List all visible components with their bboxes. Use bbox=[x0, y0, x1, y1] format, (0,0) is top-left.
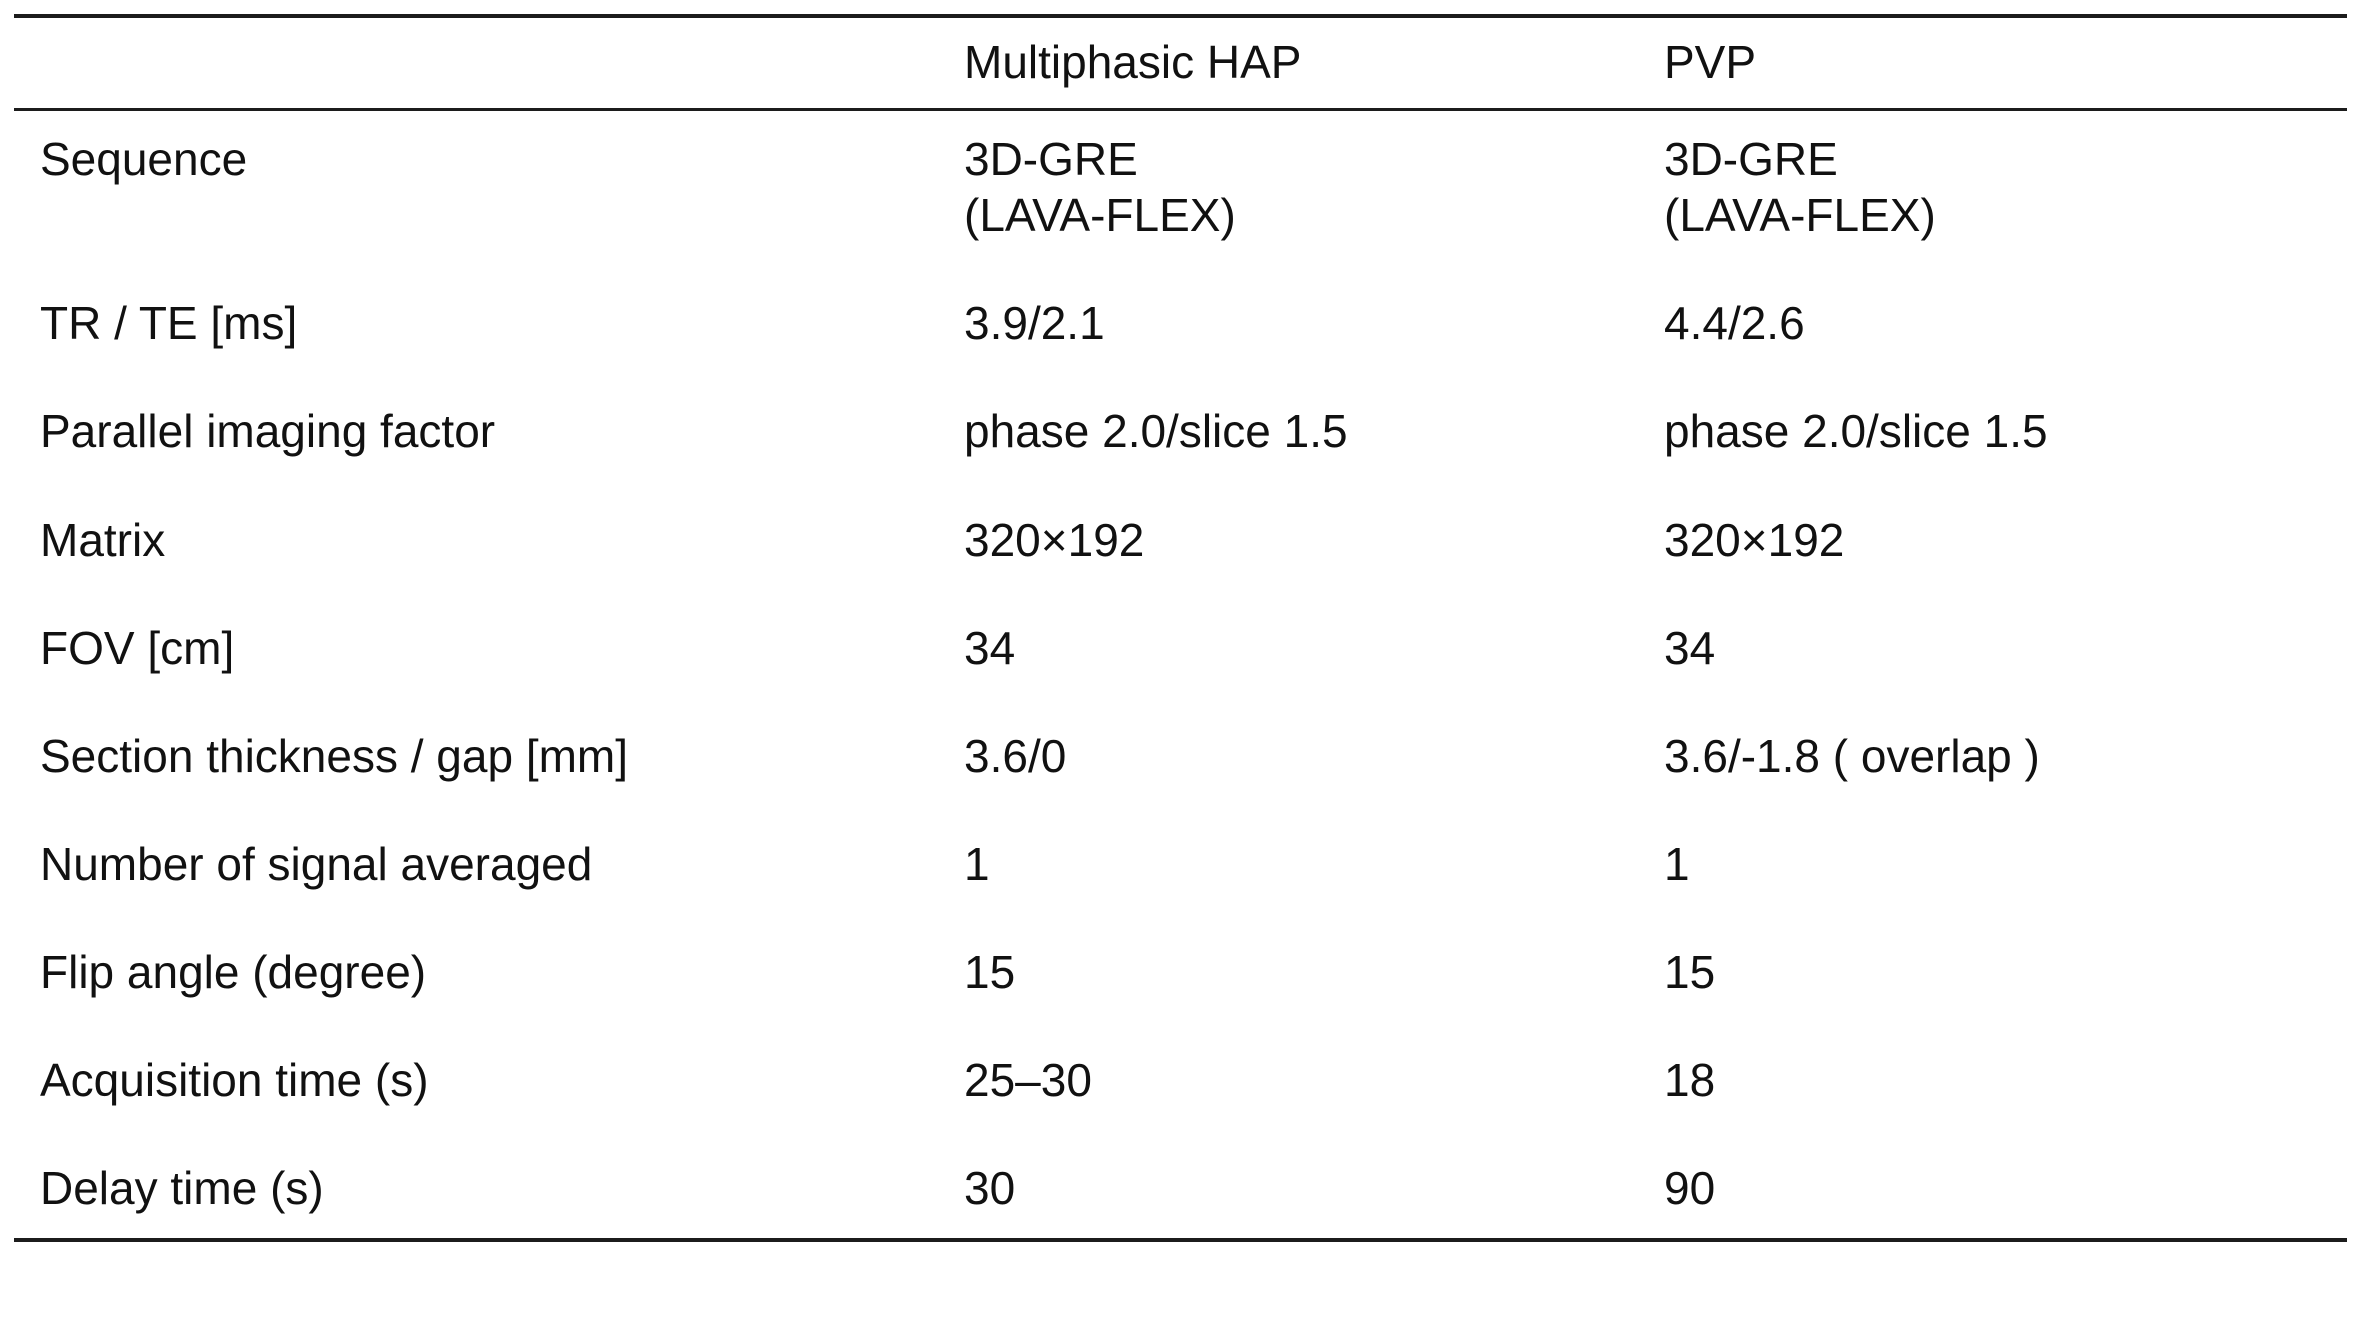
cell-hap: 3D-GRE (LAVA-FLEX) bbox=[964, 133, 1236, 242]
table-row-tr-te: TR / TE [ms] 3.9/2.1 4.4/2.6 bbox=[14, 269, 2347, 377]
row-label: Sequence bbox=[40, 133, 248, 186]
cell-pvp: 34 bbox=[1664, 621, 1716, 674]
cell-hap: 25–30 bbox=[964, 1054, 1092, 1107]
header-row: Multiphasic HAP PVP bbox=[14, 16, 2347, 112]
header-pvp: PVP bbox=[1664, 16, 2347, 112]
row-label: TR / TE [ms] bbox=[40, 297, 298, 350]
row-label: Section thickness / gap [mm] bbox=[40, 729, 629, 782]
cell-hap: 320×192 bbox=[964, 513, 1145, 566]
cell-pvp: 4.4/2.6 bbox=[1664, 297, 1805, 350]
cell-hap: 34 bbox=[964, 621, 1016, 674]
cell-hap: 1 bbox=[964, 837, 990, 890]
header-param bbox=[14, 16, 964, 112]
cell-pvp: 320×192 bbox=[1664, 513, 1845, 566]
row-label: Delay time (s) bbox=[40, 1162, 324, 1215]
cell-pvp: 15 bbox=[1664, 945, 1716, 998]
table-row-section-thickness: Section thickness / gap [mm] 3.6/0 3.6/-… bbox=[14, 702, 2347, 810]
cell-hap: 30 bbox=[964, 1162, 1016, 1215]
row-label: FOV [cm] bbox=[40, 621, 235, 674]
row-label: Acquisition time (s) bbox=[40, 1054, 429, 1107]
cell-pvp: 3.6/-1.8 ( overlap ) bbox=[1664, 729, 2040, 782]
cell-pvp: 18 bbox=[1664, 1054, 1716, 1107]
cell-hap: phase 2.0/slice 1.5 bbox=[964, 405, 1348, 458]
row-label: Number of signal averaged bbox=[40, 837, 593, 890]
table-row-signal-averaged: Number of signal averaged 1 1 bbox=[14, 810, 2347, 918]
row-label: Matrix bbox=[40, 513, 166, 566]
cell-pvp: 90 bbox=[1664, 1162, 1716, 1215]
cell-pvp: phase 2.0/slice 1.5 bbox=[1664, 405, 2048, 458]
cell-hap: 3.6/0 bbox=[964, 729, 1067, 782]
table-row-matrix: Matrix 320×192 320×192 bbox=[14, 486, 2347, 594]
table-row-sequence: Sequence 3D-GRE (LAVA-FLEX) 3D-GRE (LAVA… bbox=[14, 110, 2347, 270]
table-row-parallel-imaging: Parallel imaging factor phase 2.0/slice … bbox=[14, 377, 2347, 485]
row-label: Flip angle (degree) bbox=[40, 945, 427, 998]
header-multiphasic-hap: Multiphasic HAP bbox=[964, 16, 1664, 112]
mri-parameters-table-wrap: Multiphasic HAP PVP Sequence 3D-GRE (LAV… bbox=[14, 14, 2347, 1243]
cell-hap: 3.9/2.1 bbox=[964, 297, 1105, 350]
table-row-delay-time: Delay time (s) 30 90 bbox=[14, 1134, 2347, 1240]
cell-hap: 15 bbox=[964, 945, 1016, 998]
row-label: Parallel imaging factor bbox=[40, 405, 496, 458]
cell-pvp: 3D-GRE (LAVA-FLEX) bbox=[1664, 133, 1936, 242]
table-row-flip-angle: Flip angle (degree) 15 15 bbox=[14, 918, 2347, 1026]
table-row-fov: FOV [cm] 34 34 bbox=[14, 594, 2347, 702]
mri-parameters-table: Multiphasic HAP PVP Sequence 3D-GRE (LAV… bbox=[14, 14, 2347, 1243]
cell-pvp: 1 bbox=[1664, 837, 1690, 890]
table-row-acquisition-time: Acquisition time (s) 25–30 18 bbox=[14, 1026, 2347, 1134]
